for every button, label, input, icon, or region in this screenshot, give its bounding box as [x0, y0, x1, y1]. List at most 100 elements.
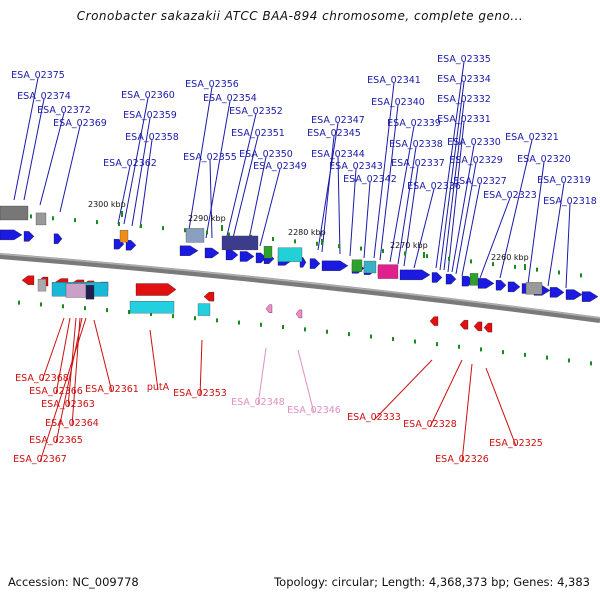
scale-tick-mark — [321, 239, 323, 245]
forward-gene-arrow — [495, 280, 507, 291]
minor-tick-lower — [150, 312, 152, 317]
minor-tick-lower — [40, 302, 42, 307]
minor-tick-lower — [502, 350, 504, 355]
gene-label-bottom: ESA_02353 — [173, 388, 227, 399]
gene-label-top: ESA_02340 — [371, 97, 425, 108]
gene-label-bottom: ESA_02361 — [85, 384, 139, 395]
gene-label-top-leader — [349, 168, 357, 257]
gene-label-top: ESA_02321 — [505, 132, 559, 143]
forward-gene-arrow — [431, 272, 443, 283]
gene-label-top: ESA_02329 — [449, 155, 503, 166]
minor-tick-upper — [30, 214, 32, 219]
gene-label-top-leader — [317, 122, 339, 251]
gene-label-top: ESA_02352 — [229, 106, 283, 117]
minor-tick-upper — [580, 273, 582, 278]
minor-tick-lower — [282, 325, 284, 330]
minor-tick-upper — [206, 230, 208, 235]
scale-tick-label: 2290 kbp — [188, 214, 226, 223]
domain-block — [363, 260, 377, 274]
minor-tick-upper — [272, 237, 274, 242]
gene-label-bottom-leader — [55, 317, 71, 395]
reverse-gene-arrow — [483, 322, 493, 333]
gene-label-top: ESA_02342 — [343, 174, 397, 185]
domain-block — [469, 273, 479, 286]
domain-block — [0, 205, 29, 221]
minor-tick-upper — [162, 226, 164, 231]
minor-tick-upper — [448, 256, 450, 261]
gene-label-top: ESA_02338 — [389, 139, 443, 150]
chromosome-backbone-highlight — [0, 253, 600, 319]
forward-gene-arrow — [53, 233, 63, 244]
gene-label-top-leader — [13, 77, 39, 201]
minor-tick-lower — [238, 320, 240, 325]
minor-tick-upper — [140, 224, 142, 229]
minor-tick-lower — [62, 304, 64, 309]
gene-label-bottom-leader — [429, 359, 463, 428]
gene-label-top-leader — [187, 86, 213, 237]
minor-tick-lower — [128, 310, 130, 315]
gene-label-top: ESA_02356 — [185, 79, 239, 90]
gene-label-top-leader — [123, 97, 149, 225]
gene-label-top: ESA_02337 — [391, 158, 445, 169]
gene-label-top-leader — [413, 188, 435, 269]
gene-label-top-leader — [117, 165, 131, 225]
minor-tick-upper — [492, 262, 494, 267]
gene-label-bottom: ESA_02364 — [45, 418, 99, 429]
forward-gene-arrow — [125, 240, 137, 251]
gene-label-top: ESA_02354 — [203, 93, 257, 104]
domain-block — [185, 228, 205, 243]
genome-summary-text: Topology: circular; Length: 4,368,373 bp… — [274, 575, 590, 589]
gene-label-bottom: ESA_02333 — [347, 412, 401, 423]
minor-tick-upper — [558, 270, 560, 275]
forward-gene-arrow — [399, 269, 431, 281]
gene-label-top: ESA_02319 — [537, 175, 591, 186]
minor-tick-upper — [228, 232, 230, 237]
gene-label-top: ESA_02355 — [183, 152, 237, 163]
gene-label-top-leader — [363, 181, 371, 259]
minor-tick-lower — [216, 318, 218, 323]
forward-gene-arrow — [477, 278, 495, 289]
minor-tick-lower — [172, 314, 174, 319]
gene-label-bottom-leader — [199, 339, 203, 397]
forward-gene-arrow — [23, 231, 35, 242]
scale-tick-label: 2280 kbp — [288, 228, 326, 237]
gene-label-top-leader — [337, 156, 341, 255]
forward-gene-arrow — [0, 229, 23, 241]
gene-label-top: ESA_02347 — [311, 115, 365, 126]
gene-label-top-leader — [397, 146, 417, 265]
gene-label-top-leader — [23, 98, 45, 201]
gene-label-bottom: ESA_02328 — [403, 419, 457, 430]
minor-tick-lower — [568, 358, 570, 363]
gene-label-top: ESA_02341 — [367, 75, 421, 86]
scale-tick-mark — [221, 225, 223, 231]
pink-gene-arrow — [295, 309, 303, 319]
minor-tick-upper — [404, 251, 406, 256]
reverse-gene-arrow — [459, 320, 469, 330]
gene-label-top: ESA_02343 — [329, 161, 383, 172]
domain-block — [377, 264, 399, 279]
gene-label-top-leader — [225, 113, 257, 241]
gene-label-bottom: ESA_02366 — [29, 386, 83, 397]
gene-label-top-leader — [131, 117, 151, 227]
gene-label-top: ESA_02359 — [123, 110, 177, 121]
forward-gene-arrow — [179, 245, 199, 256]
minor-tick-lower — [458, 344, 460, 349]
forward-gene-arrow — [321, 260, 349, 271]
forward-gene-arrow — [255, 252, 267, 264]
gene-label-top: ESA_02351 — [231, 128, 285, 139]
gene-label-top-leader — [403, 165, 419, 267]
scale-tick-label: 2300 kbp — [88, 200, 126, 209]
forward-gene-arrow — [445, 273, 457, 285]
gene-label-bottom: ESA_02346 — [287, 405, 341, 416]
gene-label-top: ESA_02362 — [103, 158, 157, 169]
minor-tick-lower — [546, 355, 548, 360]
domain-block — [119, 230, 129, 243]
gene-label-top: ESA_02318 — [543, 196, 597, 207]
gene-label-bottom: ESA_02325 — [489, 438, 543, 449]
scale-tick-mark — [524, 264, 526, 270]
forward-gene-arrow — [581, 291, 599, 302]
gene-label-top-leader — [527, 161, 545, 285]
accession-text: Accession: NC_009778 — [8, 575, 139, 589]
reverse-gene-arrow — [21, 275, 35, 285]
minor-tick-lower — [370, 334, 372, 339]
